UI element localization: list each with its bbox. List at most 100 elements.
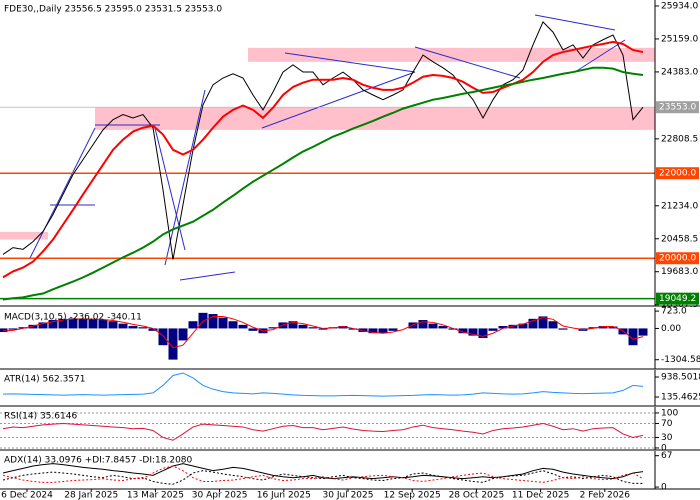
histogram-bar <box>218 317 228 329</box>
histogram-bar <box>158 328 168 346</box>
histogram-bar <box>18 327 28 329</box>
x-tick-label: 16 Jun 2025 <box>257 491 311 500</box>
y-tick-label: 723.0 <box>661 307 687 317</box>
zone <box>248 47 655 62</box>
histogram-bar <box>28 324 38 329</box>
panel <box>0 312 648 360</box>
trend-line <box>179 271 236 281</box>
histogram-bar <box>498 326 508 329</box>
x-tick-label: 30 Apr 2025 <box>192 491 248 500</box>
y-tick-label: 0 <box>661 443 667 453</box>
histogram-bar <box>338 326 348 329</box>
y-tick-label: 70 <box>661 419 673 429</box>
histogram-bar <box>148 328 158 331</box>
level-label-box <box>656 252 699 265</box>
level-label-box <box>656 101 699 114</box>
histogram-bar <box>8 328 18 330</box>
histogram-bar <box>438 326 448 329</box>
histogram-bar <box>88 319 98 329</box>
y-tick-label: 18907.5 <box>661 300 698 310</box>
histogram-bar <box>268 327 278 329</box>
histogram-bar <box>588 327 598 329</box>
histogram-bar <box>168 328 178 360</box>
y-tick-label: 100 <box>661 408 678 418</box>
y-tick-label: 0.00 <box>661 324 681 334</box>
histogram-bar <box>468 328 478 336</box>
series-line <box>2 465 644 483</box>
y-tick-label: 19683.0 <box>661 267 698 277</box>
series-line <box>2 422 644 441</box>
series-line <box>2 470 643 485</box>
histogram-bar <box>0 328 8 333</box>
panel <box>2 463 644 485</box>
y-tick-label: 938.5018 <box>661 373 700 383</box>
histogram-bar <box>138 327 148 329</box>
histogram-bar <box>248 328 258 331</box>
x-tick-label: 28 Jan 2025 <box>64 491 118 500</box>
histogram-bar <box>228 321 238 329</box>
series-line <box>2 372 644 397</box>
histogram-bar <box>178 328 188 341</box>
series-line <box>2 463 644 480</box>
trend-line <box>29 127 96 259</box>
y-tick-label: 20458.5 <box>661 234 698 244</box>
x-tick-label: 13 Mar 2025 <box>127 491 184 500</box>
level-label: 19049.2 <box>659 294 696 304</box>
histogram-bar <box>198 312 208 329</box>
series-line <box>2 21 644 260</box>
panel-title: ADX(14) 33.0976 +DI:7.8457 -DI:18.2080 <box>4 456 193 466</box>
series-line <box>2 315 644 349</box>
trend-line <box>154 127 186 251</box>
histogram-bar <box>38 322 48 329</box>
histogram-bar <box>628 328 638 346</box>
histogram-bar <box>348 328 358 330</box>
level-label: 23553.0 <box>659 103 696 113</box>
histogram-bar <box>188 321 198 329</box>
histogram-bar <box>238 324 248 329</box>
trend-line <box>284 52 416 73</box>
histogram-bar <box>368 328 378 334</box>
histogram-bar <box>208 314 218 329</box>
histogram-bar <box>448 328 458 330</box>
zone <box>95 107 655 130</box>
histogram-bar <box>558 328 568 330</box>
histogram-bar <box>48 320 58 329</box>
histogram-bar <box>108 321 118 329</box>
histogram-bar <box>388 328 398 331</box>
histogram-bar <box>378 328 388 334</box>
histogram-bar <box>538 316 548 329</box>
histogram-bar <box>358 328 368 333</box>
histogram-bar <box>278 322 288 329</box>
y-tick-label: 67 <box>661 451 672 461</box>
histogram-bar <box>638 328 648 336</box>
panel <box>2 372 644 397</box>
histogram-bar <box>548 321 558 329</box>
trend-line <box>534 14 616 31</box>
histogram-bar <box>308 327 318 329</box>
level-label-box <box>656 292 699 305</box>
panel-title: RSI(14) 35.6146 <box>4 412 77 422</box>
trend-line <box>574 39 626 73</box>
level-label: 20000.0 <box>659 254 696 264</box>
panel <box>0 14 655 301</box>
histogram-bar <box>508 324 518 329</box>
histogram-bar <box>608 326 618 329</box>
histogram-bar <box>318 328 328 330</box>
trend-line <box>414 46 521 79</box>
panel-title: MACD(3,10,5) -236.02 -340.11 <box>4 313 142 323</box>
zone <box>0 231 48 240</box>
histogram-bar <box>98 320 108 329</box>
histogram-bar <box>428 323 438 329</box>
histogram-bar <box>598 326 608 329</box>
panel <box>0 412 655 449</box>
level-label-box <box>656 167 699 180</box>
trend-line <box>164 89 206 266</box>
histogram-bar <box>458 328 468 334</box>
histogram-bar <box>298 324 308 329</box>
series-line <box>2 40 644 279</box>
level-label: 22000.0 <box>659 169 696 179</box>
trend-line <box>261 71 416 129</box>
y-tick-label: 25159.0 <box>661 34 698 44</box>
